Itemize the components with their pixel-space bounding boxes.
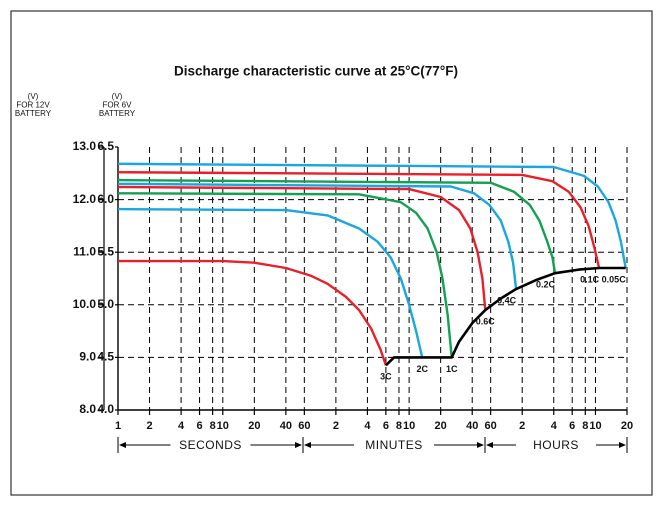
y-axis-label: FOR 12V [16,101,50,110]
discharge-curve [118,259,388,366]
x-tick-label: 20 [248,420,260,432]
x-tick-label: 20 [435,420,447,432]
x-tick-label: 10 [217,420,229,432]
x-tick-label: 6 [569,420,575,432]
curve-label: 0.1C [580,274,600,284]
discharge-curve [117,162,627,269]
x-tick-label: 2 [146,420,152,432]
y2-tick-label: 5.0 [97,297,114,311]
curve-label: 0.4C [497,295,517,305]
y2-tick-label: 4.0 [97,402,114,416]
x-tick-label: 10 [589,420,601,432]
discharge-curve [117,178,557,274]
x-tick-label: 20 [621,420,633,432]
discharge-curve [117,185,487,311]
x-tick-label: 4 [364,420,371,432]
chart-title: Discharge characteristic curve at 25°C(7… [174,64,458,79]
section-label: MINUTES [365,438,423,452]
x-tick-label: 40 [280,420,292,432]
y-tick-label: 8.0 [79,402,96,416]
y2-tick-label: 4.5 [97,350,114,364]
discharge-curve [117,182,518,290]
frame [10,10,653,496]
discharge-curve [117,171,601,269]
y-tick-label: 13.0 [73,139,97,153]
x-tick-label: 6 [196,420,202,432]
section-label: HOURS [533,438,579,452]
x-tick-label: 8 [210,420,216,432]
y2-axis-label: BATTERY [99,109,136,118]
y-tick-label: 11.0 [73,244,96,258]
y-tick-label: 12.0 [73,192,97,206]
x-tick-label: 1 [115,420,121,432]
section-label: SECONDS [179,438,242,452]
curve-label: 3C [380,372,392,382]
x-tick-label: 6 [383,420,389,432]
discharge-curve [117,192,453,358]
y2-tick-label: 5.5 [97,244,114,258]
x-tick-label: 60 [485,420,497,432]
x-tick-label: 2 [519,420,525,432]
curve-label: 0.05C [602,274,627,284]
y2-axis-label: (V) [112,92,123,101]
x-tick-label: 2 [333,420,339,432]
x-tick-label: 8 [396,420,402,432]
curve-label: 1C [446,364,458,374]
x-tick-label: 4 [178,420,185,432]
y2-tick-label: 6.5 [97,139,114,153]
x-tick-label: 4 [551,420,558,432]
x-tick-label: 40 [466,420,478,432]
curve-label: 0.6C [476,316,496,326]
x-tick-label: 10 [403,420,415,432]
y2-tick-label: 6.0 [97,192,114,206]
y-axis-label: (V) [28,92,39,101]
y-tick-label: 9.0 [79,350,96,364]
y-axis-label: BATTERY [15,109,52,118]
y-tick-label: 10.0 [73,297,97,311]
discharge-curve [117,207,424,358]
x-tick-label: 60 [298,420,310,432]
y2-axis-label: FOR 6V [103,101,133,110]
cutoff-curve [384,266,626,367]
curve-label: 2C [416,364,428,374]
x-tick-label: 8 [582,420,588,432]
curve-label: 0.2C [536,280,556,290]
